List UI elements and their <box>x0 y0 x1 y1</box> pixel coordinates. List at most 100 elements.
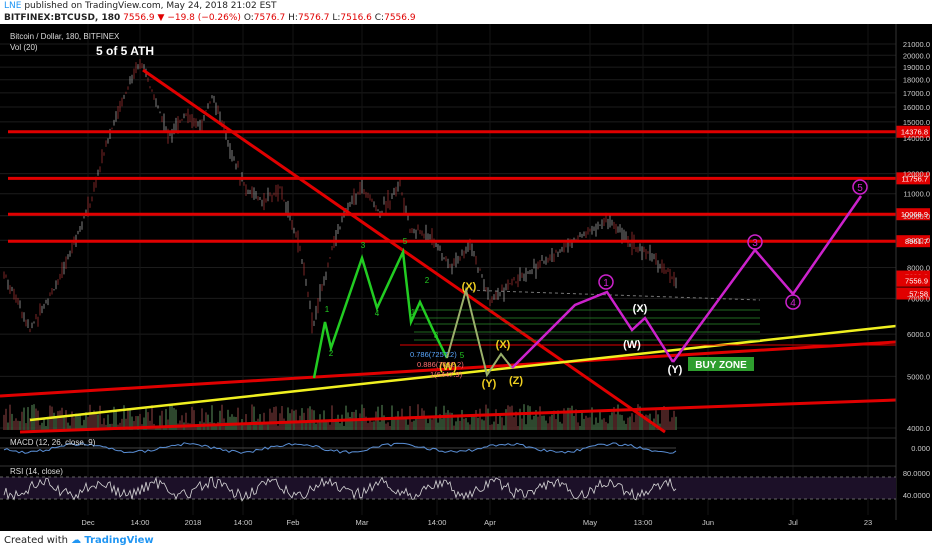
volume-bar <box>201 408 203 430</box>
wxy-correction-wave <box>446 286 513 378</box>
wave-number-label: 4 <box>445 361 450 370</box>
volume-bar <box>613 407 615 430</box>
volume-bar <box>531 419 533 430</box>
volume-bar <box>175 409 177 430</box>
volume-bar <box>293 410 295 430</box>
volume-bar <box>273 406 275 430</box>
symbol-text: BITFINEX:BTCUSD, 180 <box>4 13 121 23</box>
price-tag <box>896 208 930 221</box>
wave-letter-label: (Z) <box>509 375 523 387</box>
volume-bar <box>107 414 109 430</box>
wave-number-label: 3 <box>434 331 439 340</box>
volume-bar <box>583 418 585 430</box>
volume-bar <box>465 418 467 430</box>
volume-bar <box>521 418 523 430</box>
macd-label: MACD (12, 26, close, 9) <box>10 438 96 447</box>
volume-bar <box>527 405 529 430</box>
volume-bar <box>523 404 525 430</box>
volume-bar <box>643 419 645 430</box>
volume-bar <box>83 419 85 430</box>
support-line <box>19 398 897 434</box>
wave-number-label: 5 <box>460 351 465 360</box>
volume-bar <box>663 406 665 430</box>
volume-bar <box>321 420 323 430</box>
volume-bar <box>487 408 489 430</box>
volume-bar <box>309 406 311 430</box>
volume-bar <box>79 413 81 430</box>
price-tag-label: 11756.7 <box>901 174 928 183</box>
volume-bar <box>307 408 309 430</box>
volume-bar <box>13 420 15 430</box>
volume-bar <box>283 418 285 430</box>
volume-bar <box>131 416 133 430</box>
volume-bar <box>535 410 537 430</box>
x-tick-label: 2018 <box>185 518 202 527</box>
volume-bar <box>427 423 429 430</box>
volume-bar <box>475 409 477 430</box>
volume-bar <box>211 405 213 430</box>
volume-bar <box>415 417 417 430</box>
volume-bar <box>31 404 33 430</box>
volume-bar <box>497 423 499 430</box>
volume-bar <box>129 409 131 430</box>
tradingview-brand[interactable]: TradingView <box>84 535 154 546</box>
volume-bar <box>435 406 437 430</box>
volume-bar <box>181 415 183 430</box>
wave-letter-label: (X) <box>633 303 648 315</box>
volume-bar <box>367 423 369 430</box>
volume-bar <box>17 420 19 430</box>
volume-bar <box>437 422 439 430</box>
volume-bar <box>103 418 105 430</box>
price-tag-label: 8961.7 <box>905 237 928 246</box>
volume-bar <box>627 417 629 430</box>
wave-number-label: 5 <box>403 237 408 246</box>
close-label: C: <box>374 13 385 23</box>
wave-number-label: 1 <box>411 308 416 317</box>
rsi-label: RSI (14, close) <box>10 467 63 476</box>
volume-bar <box>511 405 513 430</box>
volume-bar <box>601 419 603 430</box>
target-label: 5 <box>857 183 863 194</box>
chart-title: Bitcoin / Dollar, 180, BITFINEX <box>10 32 120 41</box>
y-tick-label: 15000.0 <box>903 118 930 127</box>
volume-bar <box>113 406 115 430</box>
volume-bar <box>135 416 137 430</box>
volume-bar <box>45 425 47 430</box>
volume-bar <box>123 405 125 430</box>
volume-bar <box>287 407 289 430</box>
brand-logo[interactable]: LNE <box>4 1 22 11</box>
volume-bar <box>567 407 569 430</box>
volume-bar <box>669 421 671 430</box>
volume-bar <box>589 417 591 430</box>
volume-bar <box>7 422 9 430</box>
y-tick-label: 8000.0 <box>907 263 930 272</box>
price-tag-label: 57:58 <box>909 289 928 298</box>
volume-bar <box>515 411 517 430</box>
y-tick-label: 17000.0 <box>903 89 930 98</box>
volume-bar <box>81 425 83 430</box>
publish-header: LNE published on TradingView.com, May 24… <box>0 0 932 13</box>
volume-bar <box>297 421 299 430</box>
volume-bar <box>219 410 221 430</box>
volume-bar <box>133 421 135 430</box>
volume-bar <box>557 410 559 430</box>
volume-bar <box>453 425 455 430</box>
price-tag-label: 10068.9 <box>901 210 928 219</box>
volume-bar <box>667 408 669 430</box>
volume-bar <box>631 413 633 430</box>
volume-bar <box>73 417 75 430</box>
y-tick-label: 19000.0 <box>903 63 930 72</box>
volume-bar <box>403 418 405 430</box>
volume-bar <box>125 418 127 430</box>
yellow-trend-line <box>29 324 897 422</box>
rsi-line <box>3 476 677 502</box>
volume-bar <box>597 422 599 430</box>
volume-bar <box>593 424 595 430</box>
volume-bar <box>237 407 239 430</box>
volume-bar <box>551 414 553 430</box>
volume-bar <box>169 405 171 430</box>
volume-bar <box>425 417 427 430</box>
volume-bar <box>513 417 515 430</box>
y-tick-label: 10000.0 <box>903 212 930 221</box>
